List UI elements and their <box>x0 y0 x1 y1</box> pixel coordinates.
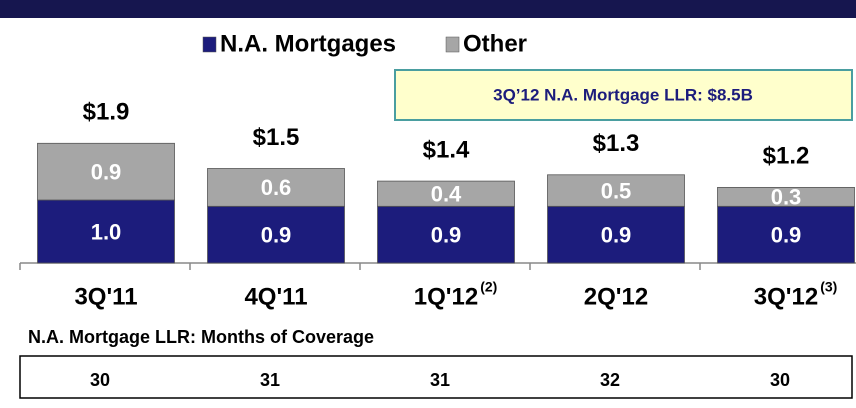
total-label: $1.3 <box>593 130 640 157</box>
x-tick-label: 3Q'12 <box>754 283 818 310</box>
table-title: N.A. Mortgage LLR: Months of Coverage <box>28 327 374 347</box>
x-tick-label: 4Q'11 <box>244 283 307 310</box>
value-label: 0.3 <box>771 185 802 210</box>
legend-label: Other <box>463 30 527 57</box>
bar-segment <box>377 180 515 207</box>
bar-segment <box>37 199 175 264</box>
bar-segment <box>37 142 175 201</box>
bar-segment <box>207 168 345 207</box>
value-label: 1.0 <box>91 219 122 244</box>
table-cell: 31 <box>260 370 280 390</box>
bar-segment <box>547 174 685 207</box>
annotation: 3Q’12 N.A. Mortgage LLR: $8.5B <box>493 85 753 104</box>
value-label: 0.9 <box>261 222 292 247</box>
table-cell: 30 <box>90 370 110 390</box>
value-label: 0.6 <box>261 175 292 200</box>
x-tick-label: 2Q'12 <box>584 283 648 310</box>
value-label: 0.4 <box>431 182 462 207</box>
value-label: 0.9 <box>601 222 632 247</box>
total-label: $1.4 <box>423 136 470 163</box>
total-label: $1.5 <box>253 124 300 151</box>
legend-label: N.A. Mortgages <box>220 30 396 57</box>
value-label: 0.5 <box>601 178 632 203</box>
x-tick-label: 1Q'12 <box>414 283 478 310</box>
bar-segment <box>207 205 345 264</box>
total-label: $1.2 <box>763 143 810 170</box>
value-label: 0.9 <box>431 222 462 247</box>
value-label: 0.9 <box>91 159 122 184</box>
category-note: (3) <box>820 279 837 295</box>
bar-segment <box>547 205 685 264</box>
annotation-box <box>394 69 853 121</box>
legend-swatch <box>202 36 217 53</box>
value-label: 0.9 <box>771 222 802 247</box>
bar-segment <box>377 205 515 264</box>
x-tick-label: 3Q'11 <box>74 283 137 310</box>
table-box <box>19 355 853 399</box>
legend-swatch <box>445 36 460 53</box>
header-band <box>0 0 856 18</box>
table-cell: 32 <box>600 370 620 390</box>
table-cell: 30 <box>770 370 790 390</box>
total-label: $1.9 <box>83 99 130 126</box>
table-cell: 31 <box>430 370 450 390</box>
bar-segment <box>717 205 855 264</box>
bar-segment <box>717 186 855 207</box>
category-note: (2) <box>480 279 497 295</box>
